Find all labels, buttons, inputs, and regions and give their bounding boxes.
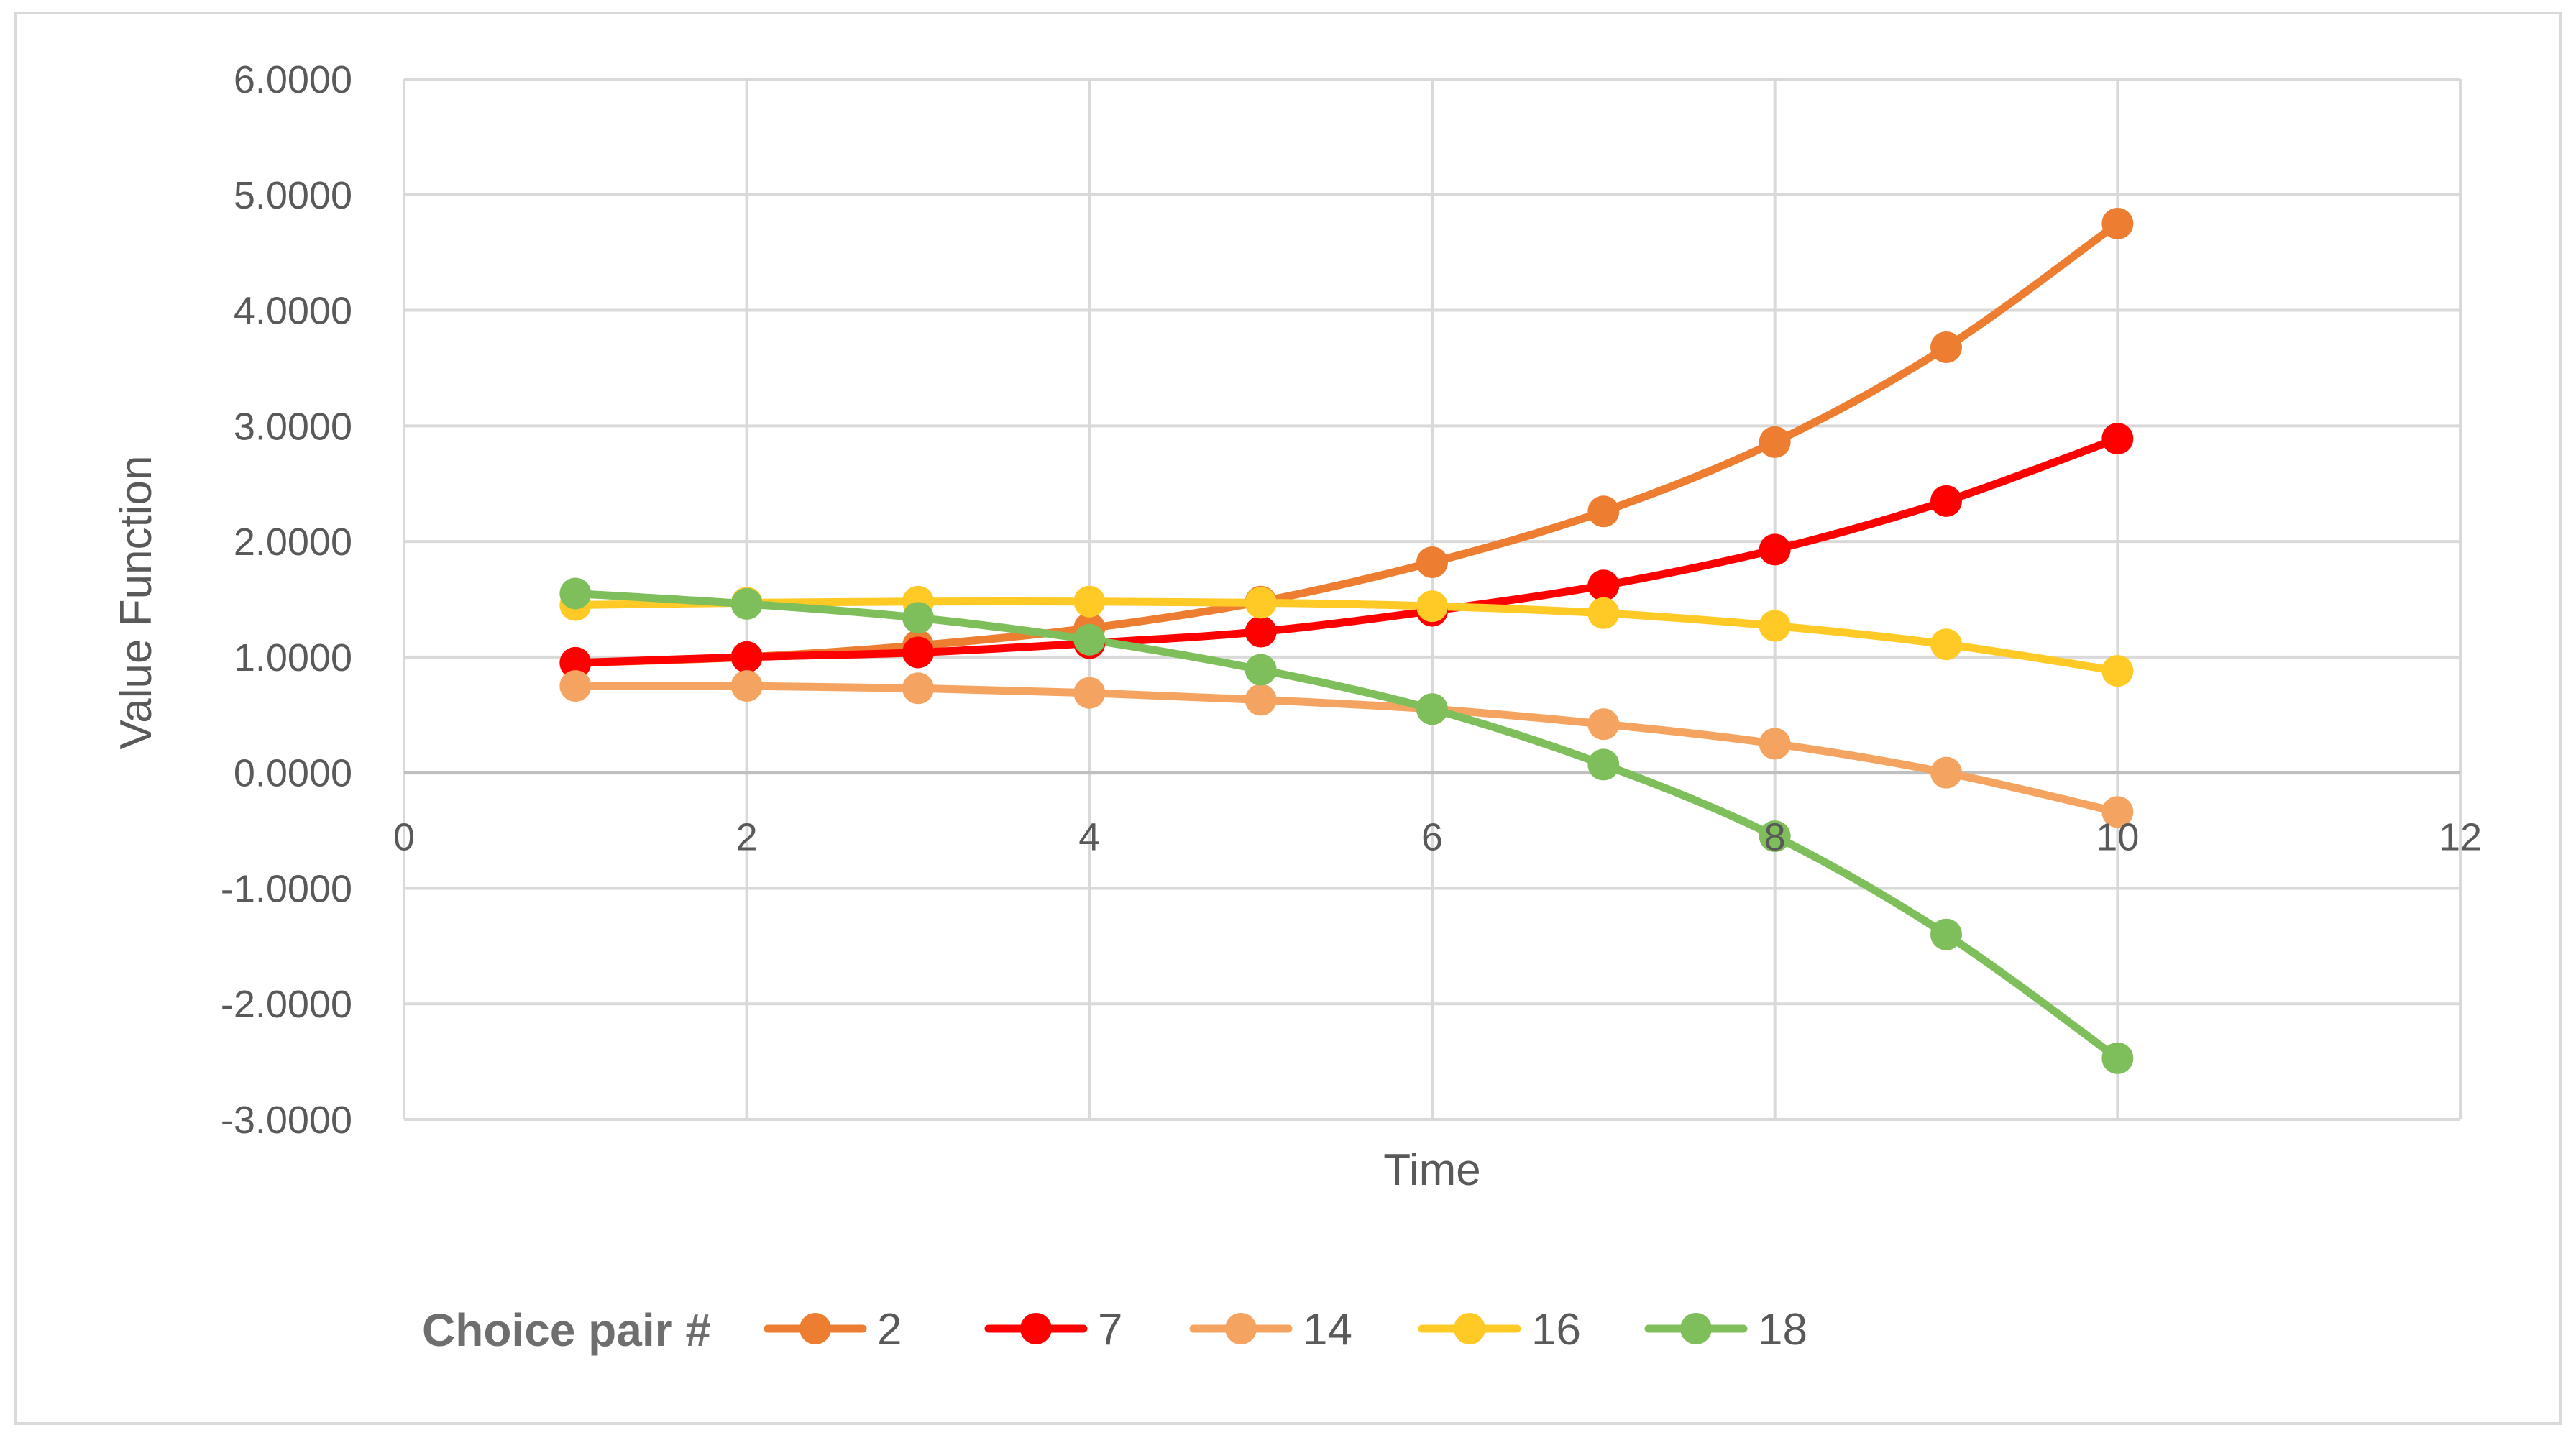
data-point-7 (559, 646, 592, 679)
y-tick-label: -2.0000 (221, 983, 352, 1026)
y-tick-label: 5.0000 (234, 174, 352, 217)
data-point-2 (1930, 331, 1962, 364)
data-point-16 (1759, 610, 1791, 642)
legend-swatch-marker-18 (1680, 1313, 1712, 1344)
legend-swatch-marker-2 (799, 1313, 831, 1344)
chart-frame (14, 12, 2562, 1425)
data-point-7 (1759, 533, 1791, 566)
x-tick-label: 12 (2439, 816, 2482, 859)
legend-label-16: 16 (1531, 1305, 1581, 1355)
data-point-18 (559, 577, 592, 610)
legend-swatch-marker-16 (1454, 1313, 1485, 1344)
y-tick-label: 4.0000 (234, 290, 352, 333)
legend-title: Choice pair # (422, 1304, 711, 1356)
series-line-16 (571, 597, 2122, 675)
data-point-7 (902, 636, 934, 669)
x-tick-label: 0 (393, 816, 415, 859)
y-tick-label: 3.0000 (234, 405, 352, 448)
data-point-7 (730, 641, 763, 673)
legend-label-14: 14 (1303, 1305, 1352, 1355)
data-point-14 (1073, 677, 1106, 709)
legend-swatch-marker-14 (1225, 1313, 1257, 1344)
data-point-14 (2101, 796, 2134, 828)
legend-label-18: 18 (1758, 1305, 1807, 1355)
data-point-14 (1930, 756, 1962, 789)
data-point-7 (1930, 485, 1962, 517)
data-point-18 (1930, 918, 1962, 950)
data-point-18 (1416, 693, 1448, 725)
data-point-18 (730, 587, 763, 620)
series-markers (559, 207, 2134, 1074)
legend-label-7: 7 (1098, 1305, 1122, 1355)
data-point-7 (1587, 569, 1620, 602)
data-point-14 (1587, 708, 1620, 741)
legend-label-2: 2 (877, 1305, 902, 1355)
y-tick-label: -3.0000 (221, 1099, 352, 1142)
y-tick-label: -1.0000 (221, 867, 352, 910)
series-line-18 (571, 589, 2122, 1063)
y-axis-title: Value Function (111, 456, 161, 750)
x-tick-label: 2 (736, 816, 758, 859)
data-point-7 (1245, 615, 1277, 648)
data-point-14 (559, 670, 592, 702)
x-tick-label: 8 (1764, 816, 1786, 859)
x-axis-title: Time (1383, 1145, 1480, 1195)
data-point-16 (2101, 655, 2134, 687)
x-tick-label: 10 (2096, 816, 2139, 859)
tick-labels: -3.0000 -2.0000 -1.0000 0.0000 1.0000 2.0000 3… (221, 58, 2482, 1142)
data-point-2 (2101, 207, 2134, 239)
data-point-14 (730, 670, 763, 702)
series-line-14 (571, 682, 2122, 816)
data-point-18 (1245, 654, 1277, 686)
y-tick-label: 1.0000 (234, 636, 352, 679)
data-point-16 (1245, 587, 1277, 619)
legend-swatch-marker-7 (1020, 1313, 1052, 1344)
x-tick-label: 4 (1078, 816, 1100, 859)
data-point-18 (1759, 820, 1791, 853)
series-line-7 (571, 434, 2122, 667)
y-tick-label: 2.0000 (234, 521, 352, 564)
data-point-18 (902, 602, 934, 634)
y-tick-label: 0.0000 (234, 752, 352, 795)
data-point-16 (1073, 585, 1106, 618)
data-point-14 (902, 672, 934, 705)
data-point-18 (2101, 1042, 2134, 1074)
data-point-2 (1587, 495, 1620, 528)
data-point-18 (1073, 623, 1106, 656)
legend: Choice pair # 2 7 14 16 18 (422, 1304, 1807, 1356)
data-point-16 (1416, 590, 1448, 623)
x-tick-label: 6 (1421, 816, 1443, 859)
data-point-14 (1759, 728, 1791, 760)
data-point-7 (2101, 423, 2134, 455)
data-point-14 (1245, 684, 1277, 716)
data-point-16 (1587, 597, 1620, 629)
data-point-2 (1416, 546, 1448, 579)
series-lines (571, 219, 2122, 1063)
data-point-18 (1587, 748, 1620, 781)
data-point-2 (1759, 426, 1791, 458)
y-tick-label: 6.0000 (234, 58, 352, 101)
data-point-16 (1930, 628, 1962, 661)
